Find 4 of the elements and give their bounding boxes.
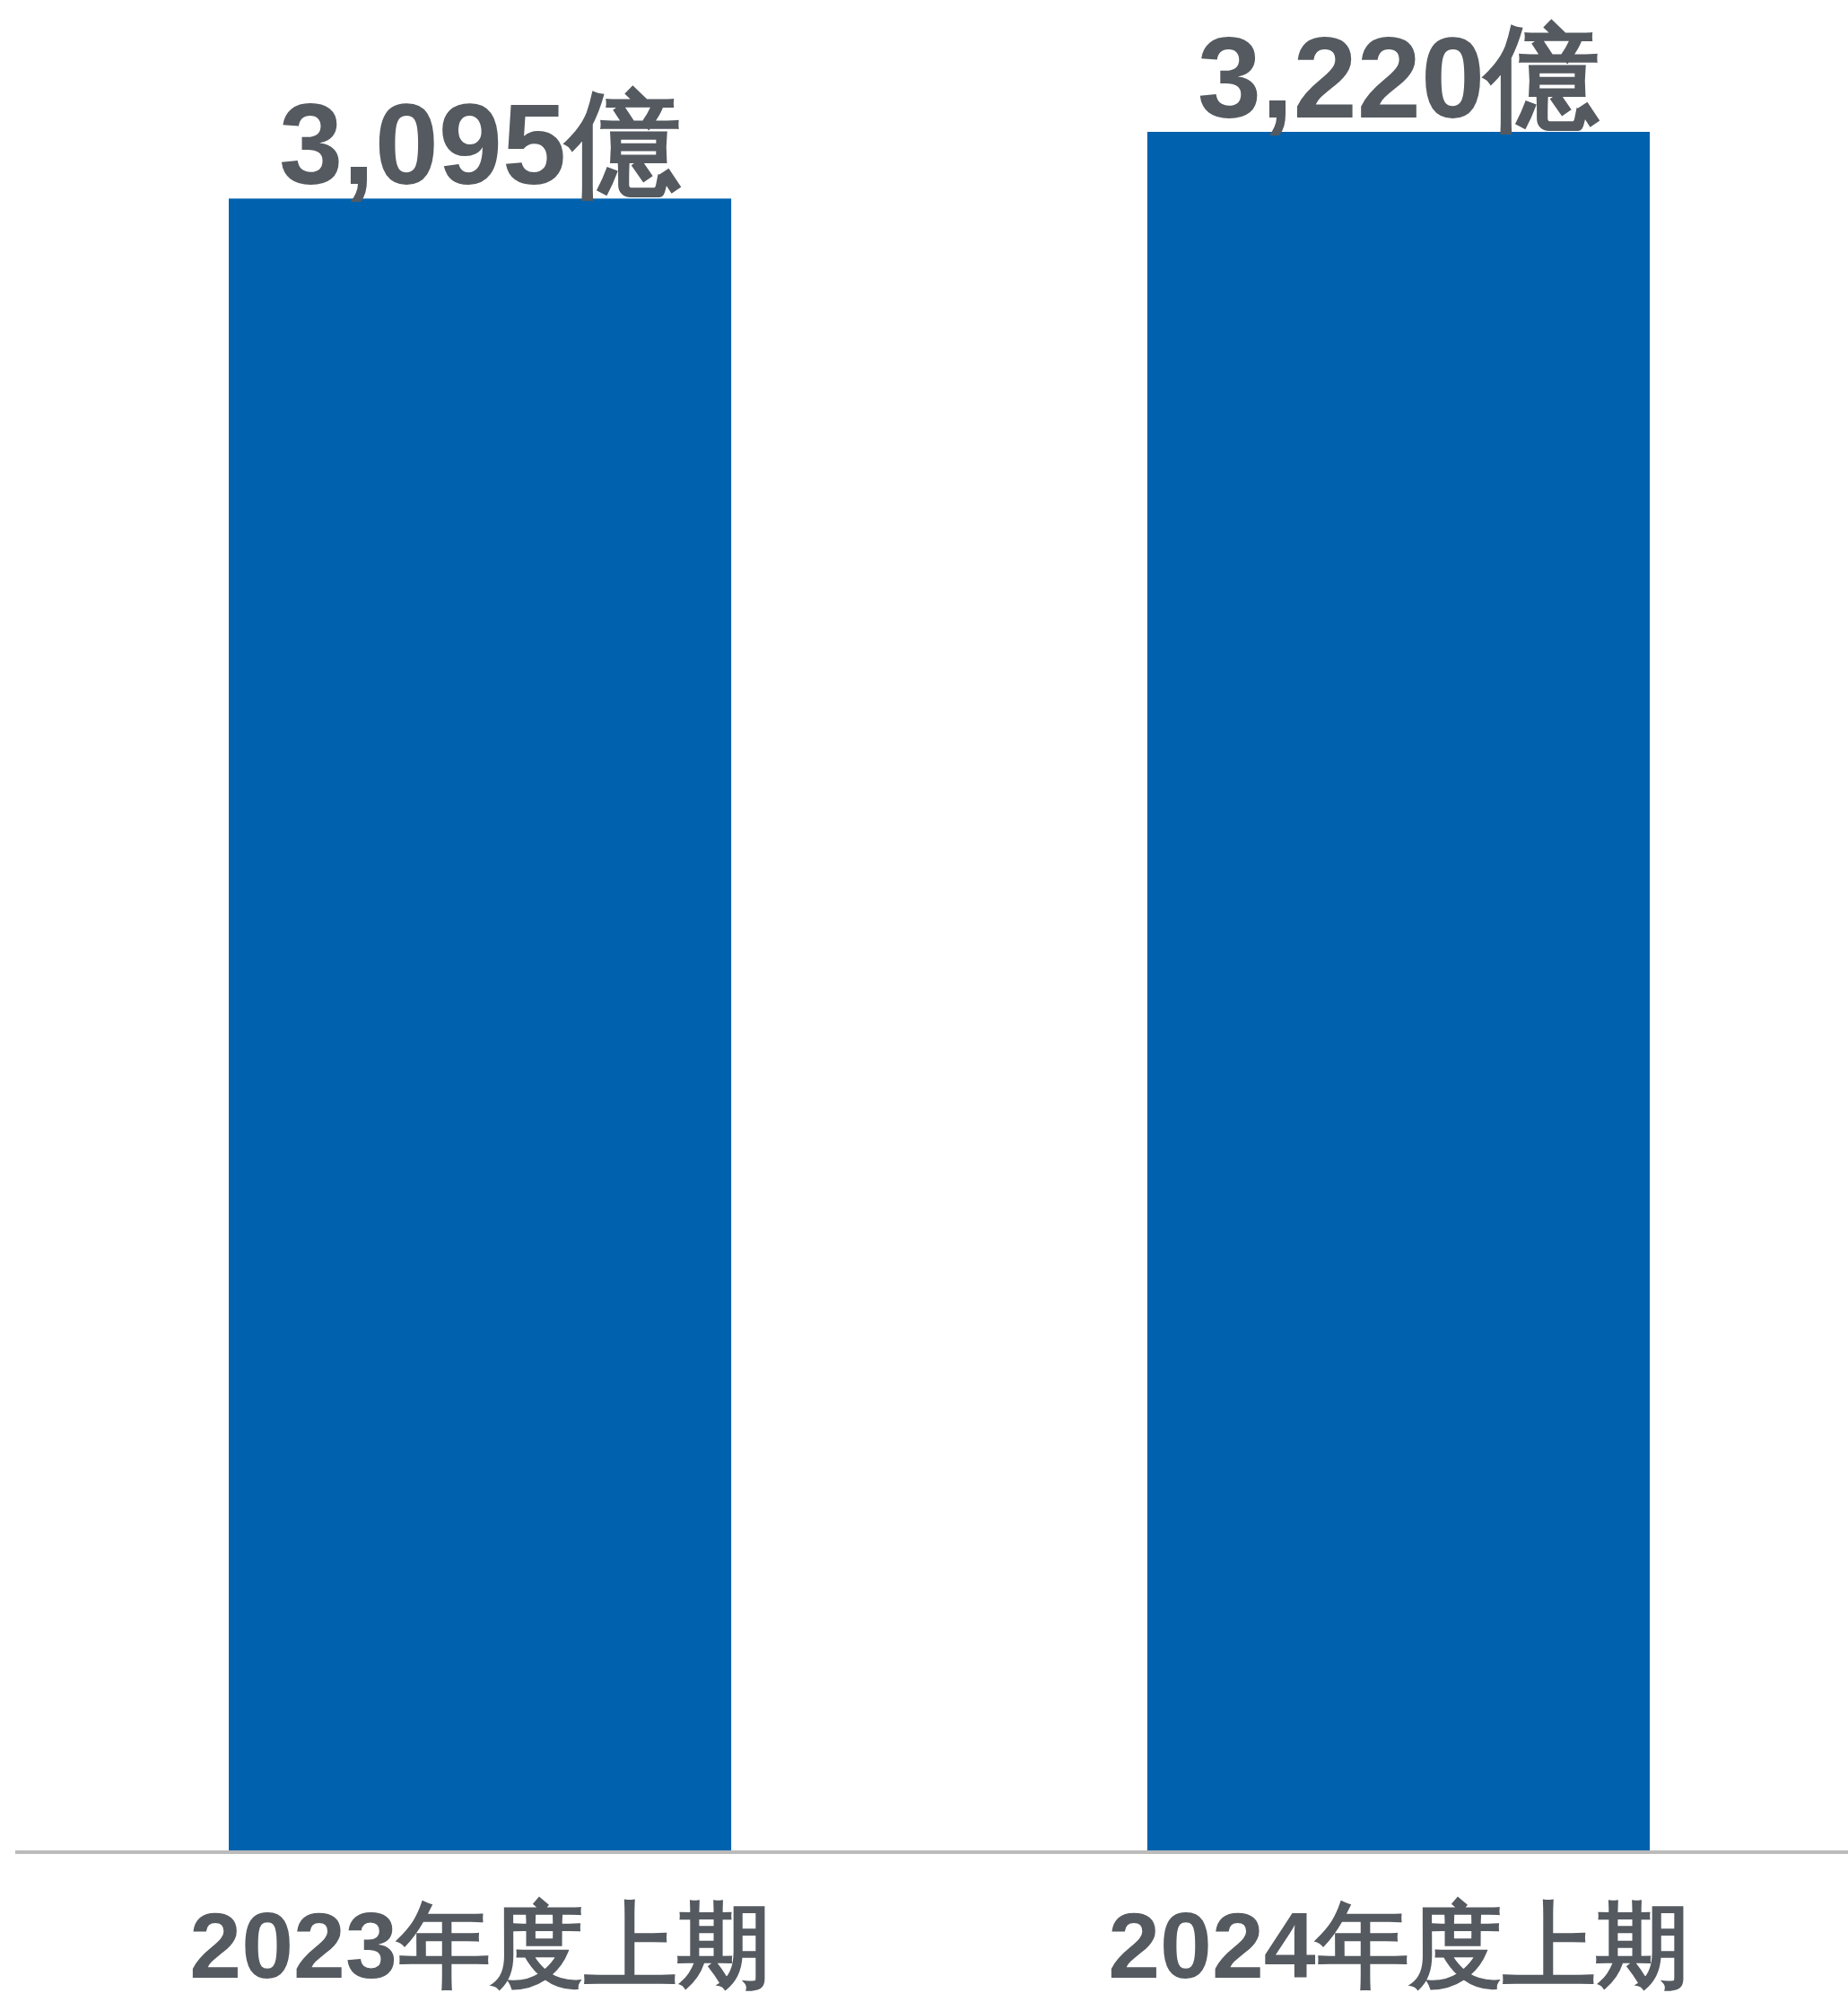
data-label: 3,220億 — [1197, 13, 1601, 142]
x-tick-label: 2023年度上期 — [189, 1893, 771, 1993]
data-label: 3,095億 — [278, 80, 683, 209]
x-tick-label: 2024年度上期 — [1108, 1893, 1689, 1993]
